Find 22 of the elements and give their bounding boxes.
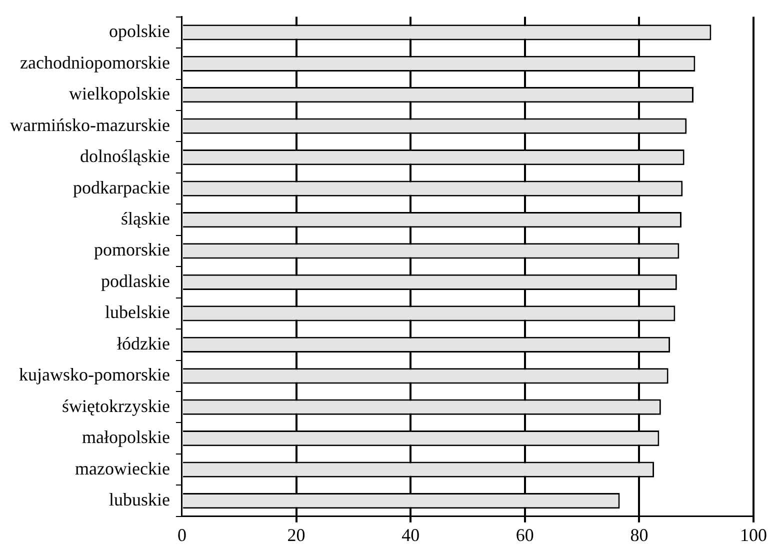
x-tick-label: 40 <box>402 524 420 545</box>
y-tick-label: dolnośląskie <box>80 146 170 166</box>
y-tick-label: lubelskie <box>104 302 170 322</box>
y-tick-label: lubuskie <box>108 490 170 510</box>
x-tick-label: 20 <box>287 524 306 545</box>
y-tick-label: wielkopolskie <box>68 84 170 104</box>
y-tick-label: mazowieckie <box>75 458 170 478</box>
y-tick-label: podkarpackie <box>73 177 170 198</box>
x-tick-label: 80 <box>630 524 648 545</box>
y-tick-label: małopolskie <box>82 427 170 448</box>
y-tick-label: podlaskie <box>100 270 170 291</box>
y-tick-label: zachodniopomorskie <box>20 52 170 72</box>
x-tick-label: 0 <box>177 524 186 545</box>
y-tick-label: łódzkie <box>116 333 170 354</box>
y-tick-label: śląskie <box>120 208 170 228</box>
y-tick-label: opolskie <box>108 21 170 42</box>
y-tick-label: kujawsko-pomorskie <box>18 364 170 385</box>
x-tick-label: 60 <box>516 524 534 545</box>
x-tick-label: 100 <box>740 524 767 545</box>
y-tick-label: świętokrzyskie <box>62 396 170 416</box>
y-tick-label: warmińsko-mazurskie <box>10 114 170 135</box>
y-tick-label: pomorskie <box>94 240 170 260</box>
